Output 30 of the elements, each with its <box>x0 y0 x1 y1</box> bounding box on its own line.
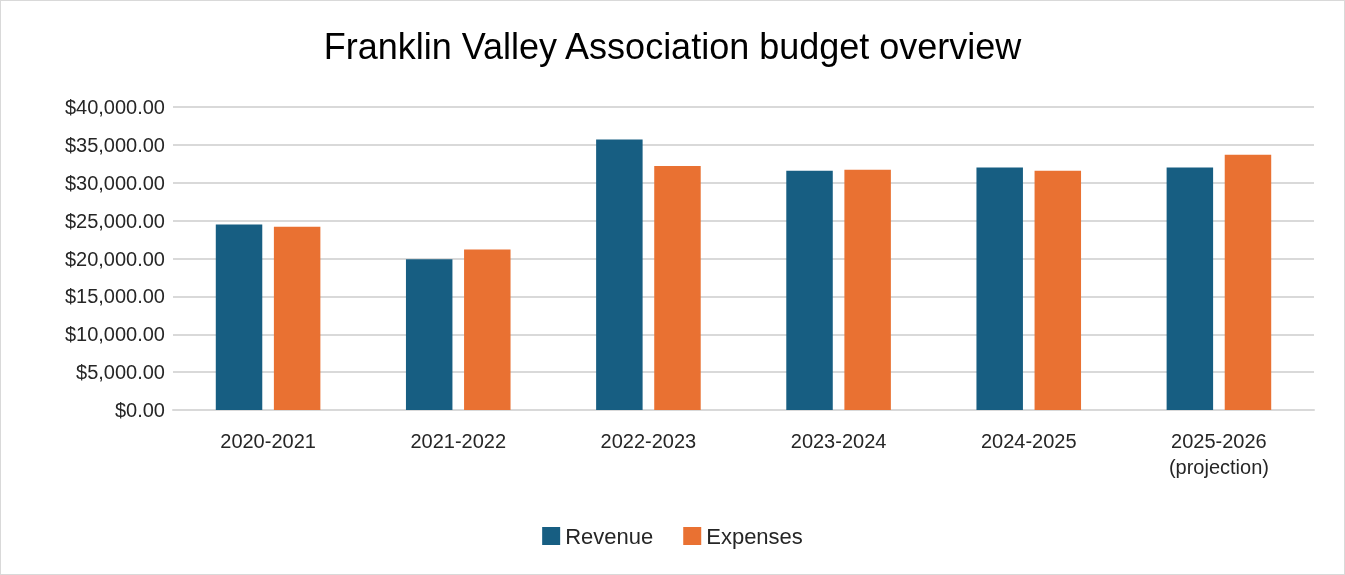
y-tick-label: $40,000.00 <box>64 96 165 118</box>
bar <box>273 226 321 410</box>
y-tick-label: $20,000.00 <box>64 247 165 270</box>
x-tick-label: 2023-2024 <box>790 430 887 452</box>
y-tick-label: $35,000.00 <box>64 133 165 156</box>
x-tick-label: 2021-2022 <box>410 430 507 452</box>
bar <box>405 259 453 410</box>
x-tick-label: 2020-2021 <box>220 430 316 452</box>
x-tick-label: 2024-2025 <box>980 430 1077 452</box>
chart-title: Franklin Valley Association budget overview <box>323 25 1023 67</box>
bar <box>976 167 1023 410</box>
y-tick-label: $15,000.00 <box>64 285 165 308</box>
bar <box>464 249 511 410</box>
legend-label: Revenue <box>565 523 654 549</box>
y-tick-label: $25,000.00 <box>64 209 165 232</box>
x-tick-label: 2022-2023 <box>600 430 697 452</box>
bar <box>1224 154 1272 410</box>
legend-label: Expenses <box>706 523 803 549</box>
y-tick-label: $0.00 <box>114 399 165 421</box>
bar <box>1166 167 1214 410</box>
y-tick-label: $5,000.00 <box>76 361 165 384</box>
x-tick-label: 2025-2026 (projection) <box>1168 430 1269 478</box>
bar <box>654 166 701 410</box>
y-tick-label: $10,000.00 <box>64 323 165 346</box>
y-tick-label: $30,000.00 <box>64 171 165 194</box>
bar <box>786 170 833 410</box>
bar <box>215 224 263 410</box>
bar <box>596 139 643 410</box>
bar <box>844 169 891 410</box>
bar <box>1034 170 1082 410</box>
